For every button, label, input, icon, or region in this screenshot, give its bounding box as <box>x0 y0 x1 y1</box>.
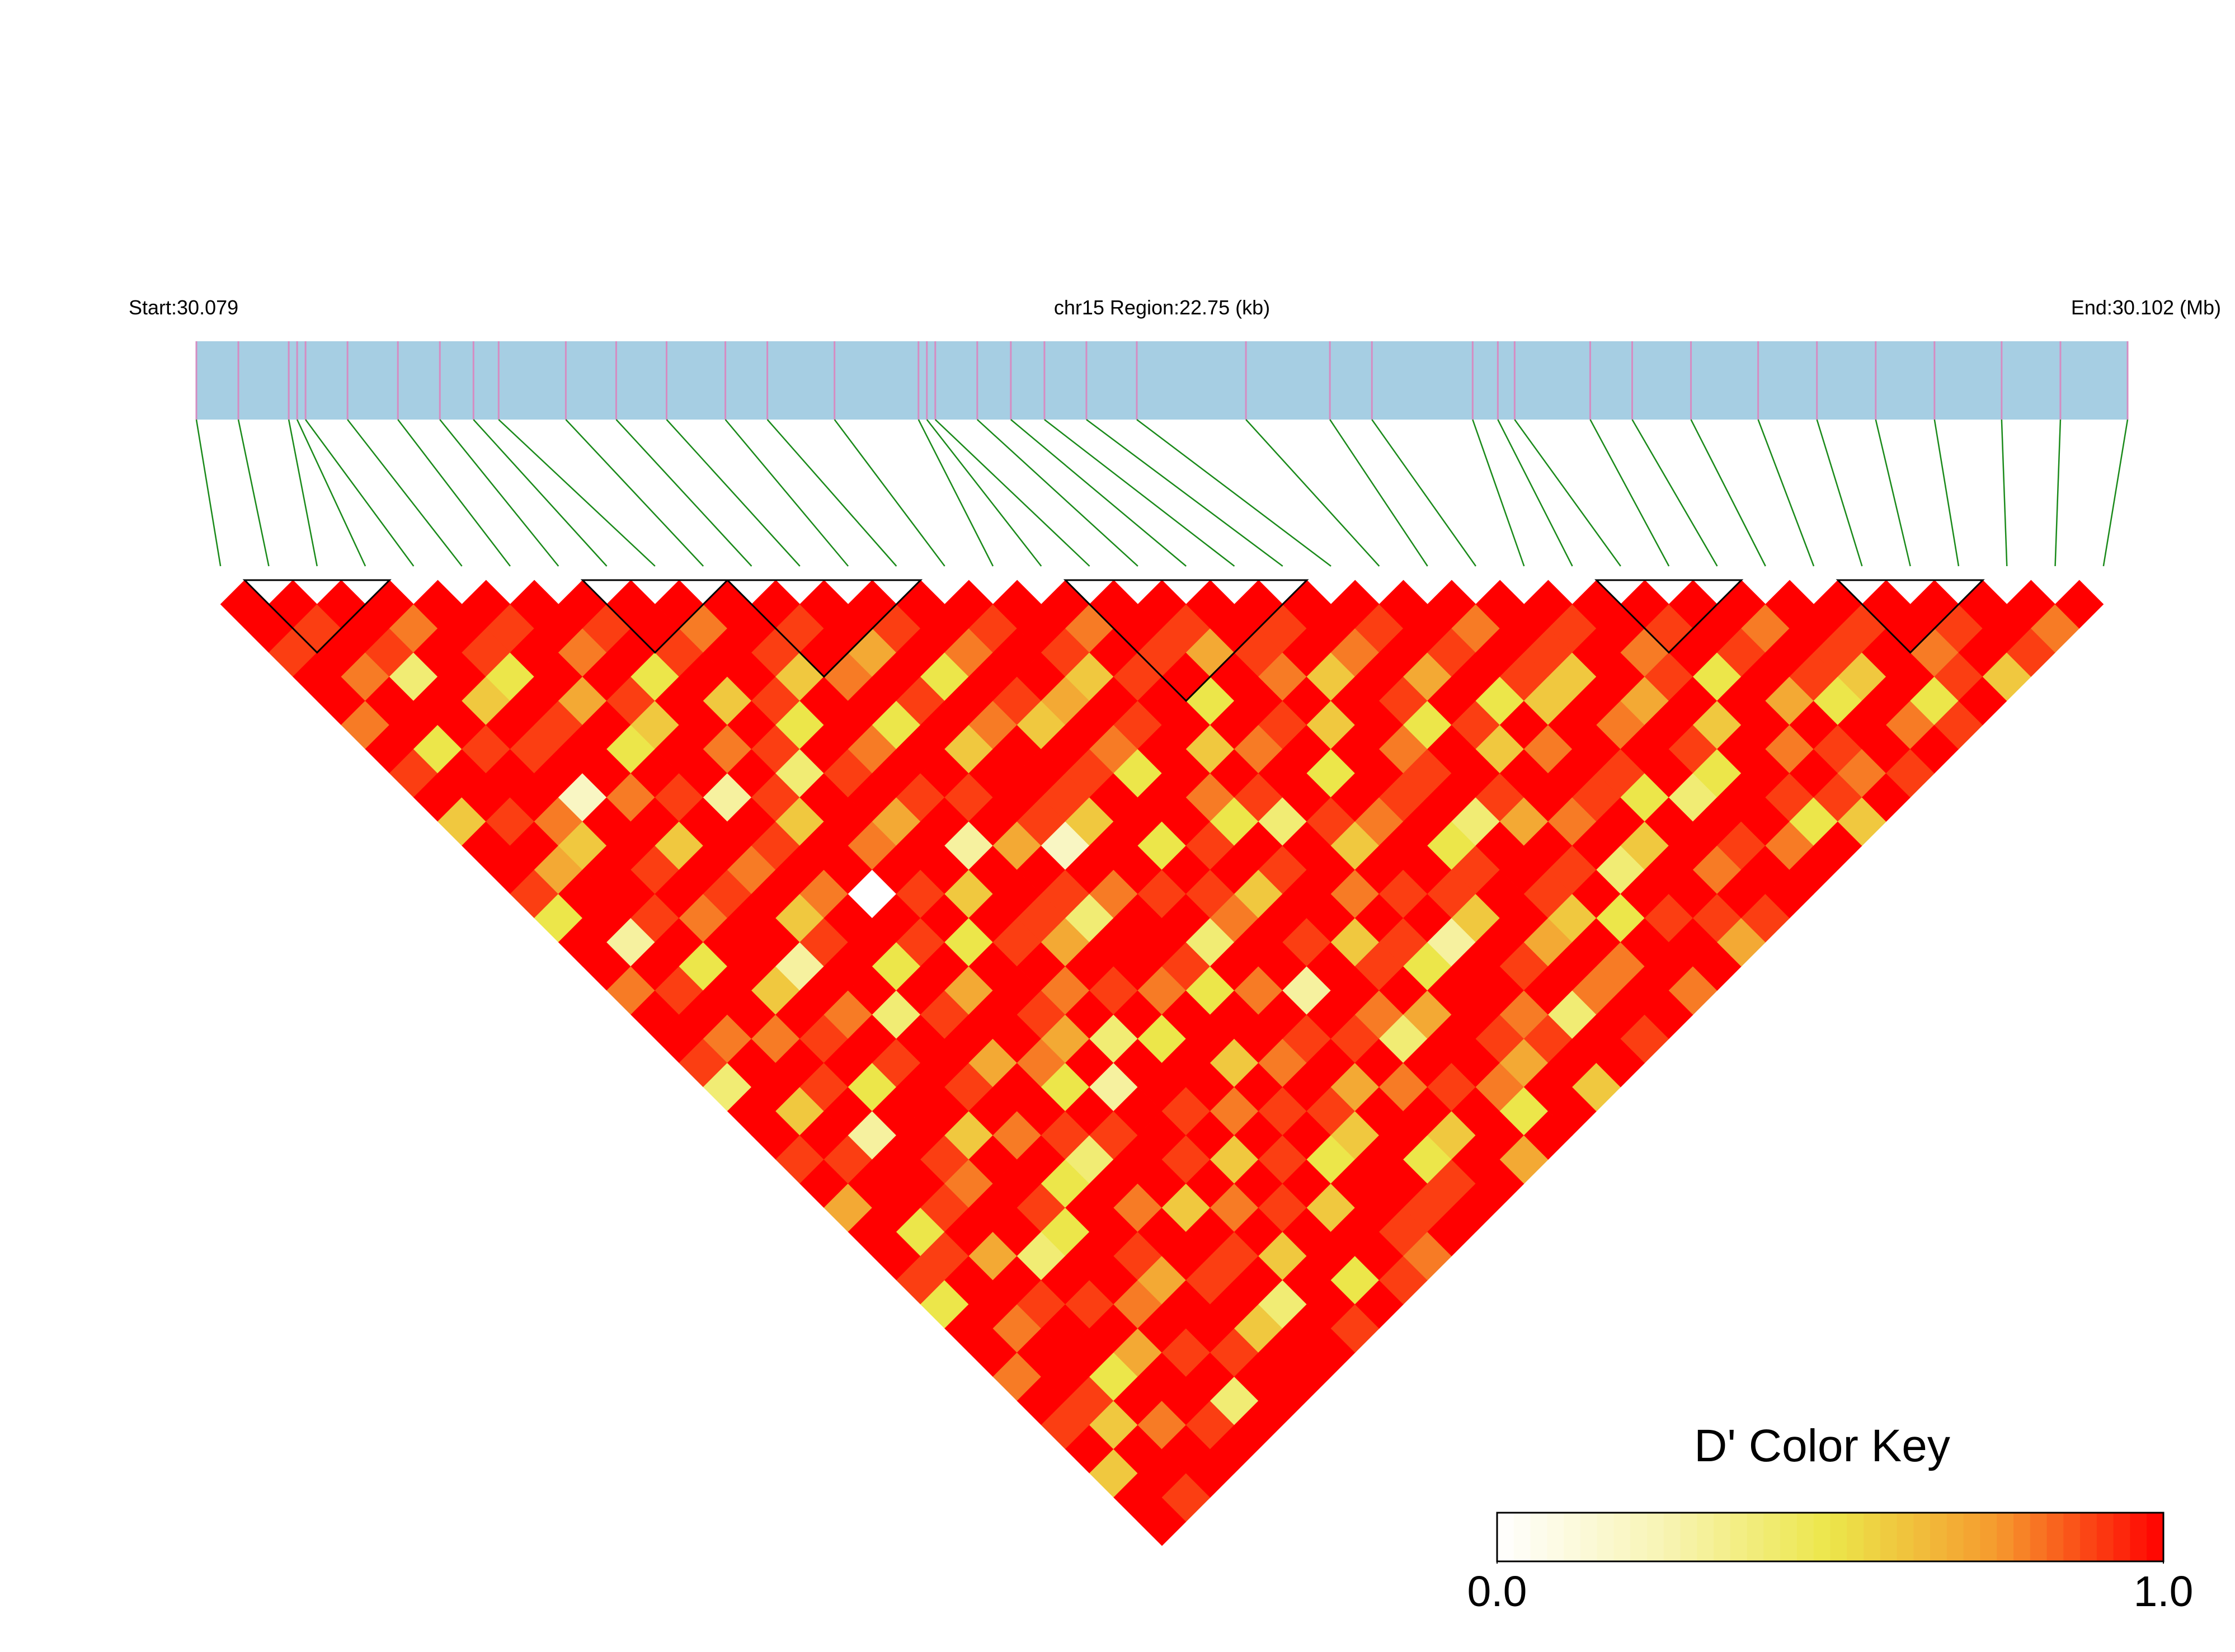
ld-block <box>1063 579 1309 702</box>
color-key-step <box>2147 1513 2164 1561</box>
color-key-step <box>2113 1513 2131 1561</box>
ld-block <box>242 579 392 654</box>
snp-connector <box>237 419 270 567</box>
color-key-step <box>1813 1513 1831 1561</box>
snp-connector <box>565 419 704 567</box>
color-key-step <box>1730 1513 1748 1561</box>
snp-connector <box>2054 419 2062 567</box>
color-key-step <box>1697 1513 1714 1561</box>
snp-connector <box>1086 418 1283 567</box>
color-key-step <box>1930 1513 1947 1561</box>
color-key-step <box>1613 1513 1631 1561</box>
snp-connector <box>1757 419 1815 567</box>
color-key-step <box>1564 1513 1581 1561</box>
snp-connector <box>2001 419 2008 567</box>
color-key-step <box>1796 1513 1814 1561</box>
start-label: Start:30.079 <box>129 296 238 319</box>
snp-connector <box>1514 419 1621 567</box>
snp-connector <box>347 419 463 567</box>
key-tick-label: 0.0 <box>1467 1568 1527 1616</box>
snp-connector <box>1245 419 1380 567</box>
snp-connector <box>1690 419 1766 567</box>
color-key-step <box>2096 1513 2114 1561</box>
color-key-step <box>2030 1513 2048 1561</box>
region-bar <box>196 341 2128 420</box>
color-key-step <box>1663 1513 1681 1561</box>
color-key-step <box>1714 1513 1731 1561</box>
snp-connector <box>926 419 1042 567</box>
color-key-step <box>1897 1513 1914 1561</box>
snp-connector <box>2102 419 2129 567</box>
color-key-step <box>1497 1513 1514 1561</box>
snp-connector <box>296 419 366 567</box>
color-key-step <box>1780 1513 1798 1561</box>
color-key-step <box>1847 1513 1864 1561</box>
color-key-frame <box>1496 1512 2165 1562</box>
color-key-step <box>2046 1513 2064 1561</box>
color-key-step <box>1547 1513 1564 1561</box>
color-key-step <box>1997 1513 2014 1561</box>
color-key-step <box>1580 1513 1598 1561</box>
snp-connector <box>934 419 1090 567</box>
color-key-step <box>1513 1513 1531 1561</box>
color-key-step <box>1864 1513 1881 1561</box>
color-key-step <box>1880 1513 1898 1561</box>
color-key-step <box>1946 1513 1964 1561</box>
ld-block <box>1836 579 1985 654</box>
snp-connector <box>288 419 318 567</box>
color-key-step <box>1913 1513 1931 1561</box>
ld-block <box>1594 579 1744 654</box>
snp-connector <box>1044 419 1235 567</box>
color-key-step <box>1963 1513 1981 1561</box>
snp-connector <box>976 419 1138 567</box>
color-key-step <box>1597 1513 1615 1561</box>
snp-connector <box>498 419 656 567</box>
snp-connector <box>1933 419 1960 567</box>
snp-connector <box>397 419 511 567</box>
snp-connector <box>615 419 752 567</box>
snp-connector <box>666 419 801 567</box>
snp-connector <box>1136 419 1331 567</box>
snp-connector <box>1329 419 1428 567</box>
color-key-step <box>2130 1513 2148 1561</box>
region-label: chr15 Region:22.75 (kb) <box>1054 296 1270 319</box>
ld-block <box>725 579 923 678</box>
snp-connector <box>1472 419 1525 567</box>
snp-connector <box>473 419 608 567</box>
snp-connector <box>1875 419 1911 567</box>
snp-connector <box>724 419 849 567</box>
ld-block <box>580 579 730 654</box>
snp-connector <box>1816 419 1863 567</box>
color-key-step <box>1747 1513 1765 1561</box>
snp-connector <box>766 419 897 567</box>
snp-connector <box>917 419 994 567</box>
color-key-step <box>1830 1513 1848 1561</box>
snp-connector <box>1631 419 1718 567</box>
color-key-step <box>1630 1513 1648 1561</box>
snp-connector <box>1589 419 1670 567</box>
color-key-step <box>1980 1513 1998 1561</box>
snp-connector <box>1371 419 1476 567</box>
color-key-step <box>1530 1513 1548 1561</box>
color-key-step <box>1680 1513 1698 1561</box>
color-key-step <box>2013 1513 2031 1561</box>
color-key-step <box>1763 1513 1781 1561</box>
key-tick-label: 1.0 <box>2133 1568 2193 1616</box>
snp-connector <box>1010 419 1187 567</box>
snp-connector <box>1497 419 1573 567</box>
color-key-step <box>1646 1513 1664 1561</box>
snp-connector <box>834 419 945 567</box>
key-title: D' Color Key <box>1694 1420 1950 1471</box>
color-key-step <box>2080 1513 2097 1561</box>
snp-connector <box>305 419 415 567</box>
snp-connector <box>439 419 559 567</box>
ld-cell <box>2055 580 2104 629</box>
color-key-step <box>2063 1513 2081 1561</box>
snp-connector <box>195 419 222 567</box>
end-label: End:30.102 (Mb) <box>2071 296 2221 319</box>
